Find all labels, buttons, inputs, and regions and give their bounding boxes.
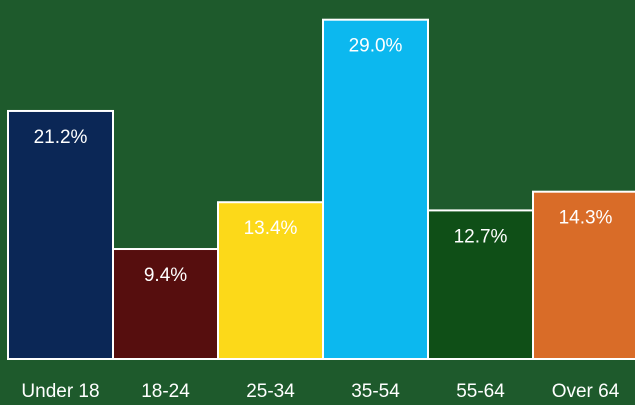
x-tick-label-under-18: Under 18 [21,381,99,402]
bars-layer [7,18,635,361]
bar-25-34 [217,201,324,360]
x-tick-label-55-64: 55-64 [456,381,505,402]
data-label-55-64: 12.7% [454,226,508,247]
x-tick-label-18-24: 18-24 [141,381,190,402]
data-label-under-18: 21.2% [34,127,88,148]
data-label-35-54: 29.0% [349,36,403,57]
data-label-18-24: 9.4% [144,265,187,286]
bar-under-18 [7,109,114,360]
data-labels-layer: 21.2% 9.4% 13.4% 29.0% 12.7% 14.3% [34,36,613,286]
x-tick-labels-layer: Under 18 18-24 25-34 35-54 55-64 Over 64 [21,381,619,402]
bar-55-64 [427,209,534,360]
data-label-over-64: 14.3% [559,208,613,229]
bar-18-24 [112,248,219,361]
data-label-25-34: 13.4% [244,218,298,239]
x-tick-label-25-34: 25-34 [246,381,295,402]
x-tick-label-35-54: 35-54 [351,381,400,402]
x-tick-label-over-64: Over 64 [552,381,620,402]
bar-over-64 [532,190,635,360]
bar-35-54 [322,18,429,360]
